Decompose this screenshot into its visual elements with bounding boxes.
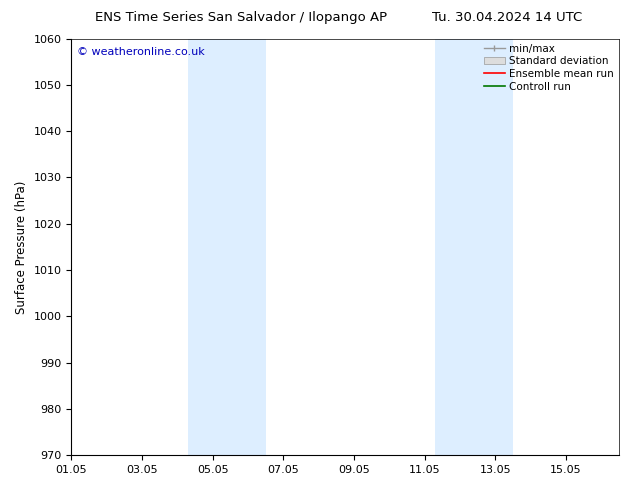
Text: Tu. 30.04.2024 14 UTC: Tu. 30.04.2024 14 UTC: [432, 11, 582, 24]
Text: © weatheronline.co.uk: © weatheronline.co.uk: [77, 47, 205, 57]
Bar: [436, 39, 513, 455]
Bar: [188, 39, 266, 455]
Text: ENS Time Series San Salvador / Ilopango AP: ENS Time Series San Salvador / Ilopango …: [95, 11, 387, 24]
Legend: min/max, Standard deviation, Ensemble mean run, Controll run: min/max, Standard deviation, Ensemble me…: [484, 44, 614, 92]
Y-axis label: Surface Pressure (hPa): Surface Pressure (hPa): [15, 180, 28, 314]
